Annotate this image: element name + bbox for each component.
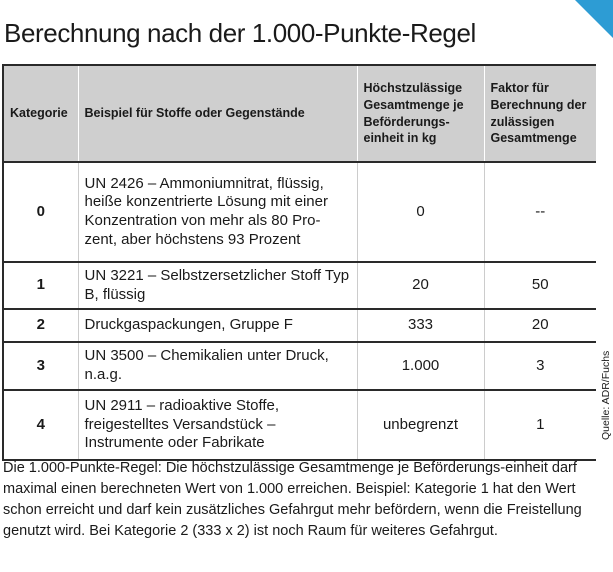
cell-kategorie: 0 bbox=[2, 162, 78, 263]
table-row: 0 UN 2426 – Ammoniumnitrat, flüssig, hei… bbox=[2, 162, 596, 263]
cell-kategorie: 3 bbox=[2, 342, 78, 391]
table-row: 4 UN 2911 – radioaktive Stoffe, freigest… bbox=[2, 390, 596, 461]
cell-beispiel: Druckgaspackungen, Gruppe F bbox=[77, 309, 357, 343]
table-row: 2 Druckgaspackungen, Gruppe F 333 20 bbox=[2, 309, 596, 343]
cell-faktor: -- bbox=[483, 162, 596, 263]
cell-faktor: 3 bbox=[483, 342, 596, 391]
cell-kategorie: 4 bbox=[2, 390, 78, 461]
corner-accent bbox=[575, 0, 613, 38]
cell-kategorie: 2 bbox=[2, 309, 78, 343]
table-header-row: Kategorie Beispiel für Stoffe oder Gegen… bbox=[2, 64, 596, 163]
cell-menge: 0 bbox=[356, 162, 484, 263]
header-beispiel: Beispiel für Stoffe oder Gegenstände bbox=[77, 64, 357, 163]
cell-menge: 333 bbox=[356, 309, 484, 343]
cell-faktor: 20 bbox=[483, 309, 596, 343]
caption-text: Die 1.000-Punkte-Regel: Die höchstzuläss… bbox=[3, 460, 582, 539]
header-faktor: Faktor für Berechnung der zulässigen Ges… bbox=[483, 64, 596, 163]
cell-faktor: 1 bbox=[483, 390, 596, 461]
header-menge: Höchstzulässige Gesamtmenge je Beförderu… bbox=[356, 64, 484, 163]
cell-beispiel: UN 2911 – radioaktive Stoffe, freigestel… bbox=[77, 390, 357, 461]
page-title: Berechnung nach der 1.000-Punkte-Regel bbox=[4, 18, 476, 48]
cell-menge: 20 bbox=[356, 262, 484, 310]
cell-kategorie: 1 bbox=[2, 262, 78, 310]
cell-menge: unbegrenzt bbox=[356, 390, 484, 461]
cell-menge: 1.000 bbox=[356, 342, 484, 391]
source-credit: Quelle: ADR/Fuchs bbox=[600, 350, 612, 440]
table-row: 1 UN 3221 – Selbstzersetzlicher Stoff Ty… bbox=[2, 262, 596, 310]
cell-beispiel: UN 2426 – Ammoniumnitrat, flüssig, heiße… bbox=[77, 162, 357, 263]
cell-beispiel: UN 3500 – Chemikalien unter Druck, n.a.g… bbox=[77, 342, 357, 391]
cell-beispiel: UN 3221 – Selbstzersetzlicher Stoff Typ … bbox=[77, 262, 357, 310]
cell-faktor: 50 bbox=[483, 262, 596, 310]
table-row: 3 UN 3500 – Chemikalien unter Druck, n.a… bbox=[2, 342, 596, 391]
points-table: Kategorie Beispiel für Stoffe oder Gegen… bbox=[2, 64, 596, 461]
header-kategorie: Kategorie bbox=[2, 64, 78, 163]
